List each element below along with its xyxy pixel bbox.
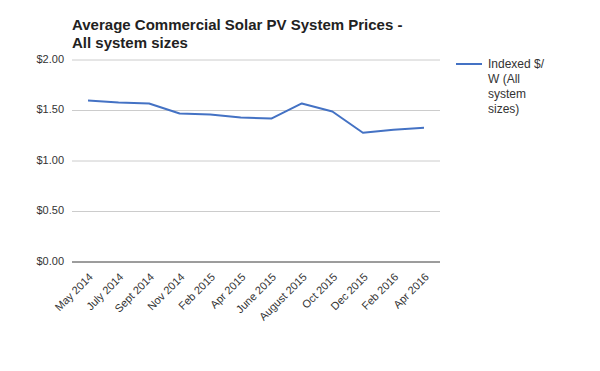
title-line: Average Commercial Solar PV System Price… — [72, 16, 402, 33]
legend-label-line: system — [488, 87, 526, 101]
x-tick-label: August 2015 — [257, 271, 309, 323]
grid — [72, 60, 440, 262]
y-tick-label: $1.50 — [36, 103, 64, 115]
chart-svg: $0.00 $0.50 $1.00 $1.50 $2.00 May 2014July 20… — [0, 0, 600, 371]
legend-label-line: W (All — [488, 72, 520, 86]
y-tick-label: $2.00 — [36, 53, 64, 65]
legend-label-line: Indexed $/ — [488, 57, 545, 71]
y-tick-label: $0.00 — [36, 255, 64, 267]
title: Average Commercial Solar PV System Price… — [72, 16, 402, 51]
x-axis: May 2014July 2014Sept 2014Nov 2014Feb 20… — [52, 271, 431, 323]
page: {"chart_data": {"type": "line", "title":… — [0, 0, 600, 371]
legend: Indexed $/W (Allsystemsizes) — [456, 57, 545, 116]
chart-container: $0.00 $0.50 $1.00 $1.50 $2.00 May 2014July 20… — [0, 0, 600, 371]
x-axis-line — [72, 262, 440, 263]
grid-line — [72, 161, 440, 162]
legend-label: Indexed $/W (Allsystemsizes) — [488, 57, 545, 116]
grid-line — [72, 110, 440, 111]
legend-swatch — [456, 63, 482, 65]
y-tick-label: $0.50 — [36, 204, 64, 216]
marks — [88, 100, 424, 132]
legend-label-line: sizes) — [488, 102, 519, 116]
series-line — [88, 100, 424, 132]
grid-line — [72, 211, 440, 212]
y-axis: $0.00 $0.50 $1.00 $1.50 $2.00 — [36, 53, 64, 267]
x-tick-label: Apr 2016 — [391, 271, 431, 311]
grid-line — [72, 60, 440, 61]
title-line: All system sizes — [72, 34, 188, 51]
grid-line — [72, 262, 440, 263]
y-tick-label: $1.00 — [36, 154, 64, 166]
